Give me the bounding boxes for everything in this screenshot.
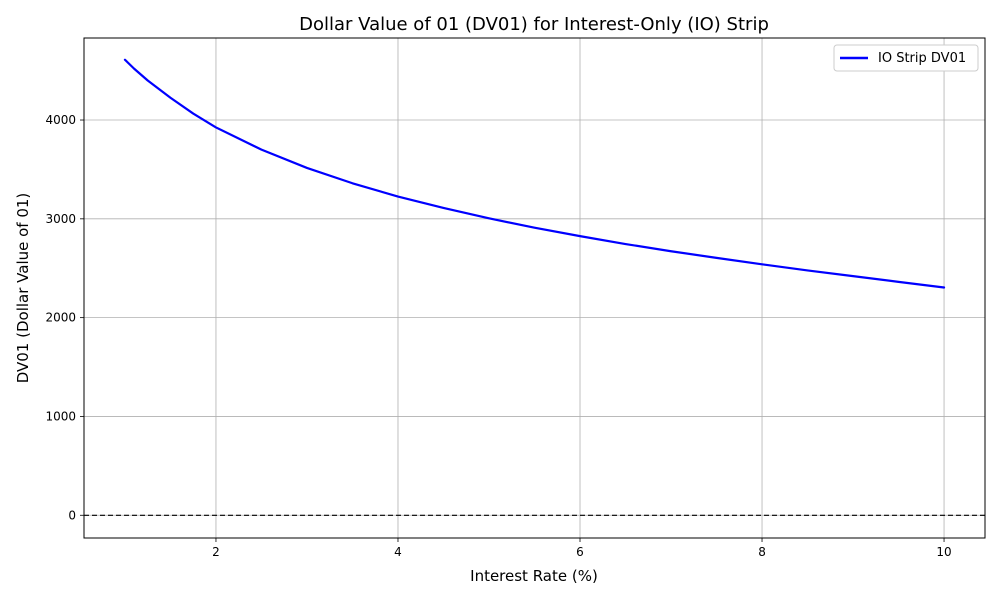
x-tick-label: 4 [394, 545, 402, 559]
x-tick-label: 2 [212, 545, 220, 559]
plot-area-frame [83, 37, 986, 539]
ticks-layer: 2 4 6 8 10 0 1000 2000 3000 4000 [45, 113, 951, 559]
legend: IO Strip DV01 [833, 44, 979, 72]
y-tick-label: 3000 [45, 212, 76, 226]
x-axis-label: Interest Rate (%) [470, 567, 598, 585]
series-layer [123, 58, 946, 289]
y-tick-label: 1000 [45, 409, 76, 423]
x-tick-label: 6 [576, 545, 584, 559]
legend-box [833, 44, 979, 72]
series-line-io-strip-dv01 [123, 58, 946, 289]
y-tick-label: 2000 [45, 311, 76, 325]
legend-label-io-strip-dv01: IO Strip DV01 [878, 51, 966, 66]
x-tick-label: 10 [936, 545, 951, 559]
y-axis-label: DV01 (Dollar Value of 01) [14, 193, 32, 384]
x-tick-label: 8 [758, 545, 766, 559]
y-tick-label: 0 [68, 508, 76, 522]
y-tick-label: 4000 [45, 113, 76, 127]
chart-title: Dollar Value of 01 (DV01) for Interest-O… [299, 14, 769, 35]
